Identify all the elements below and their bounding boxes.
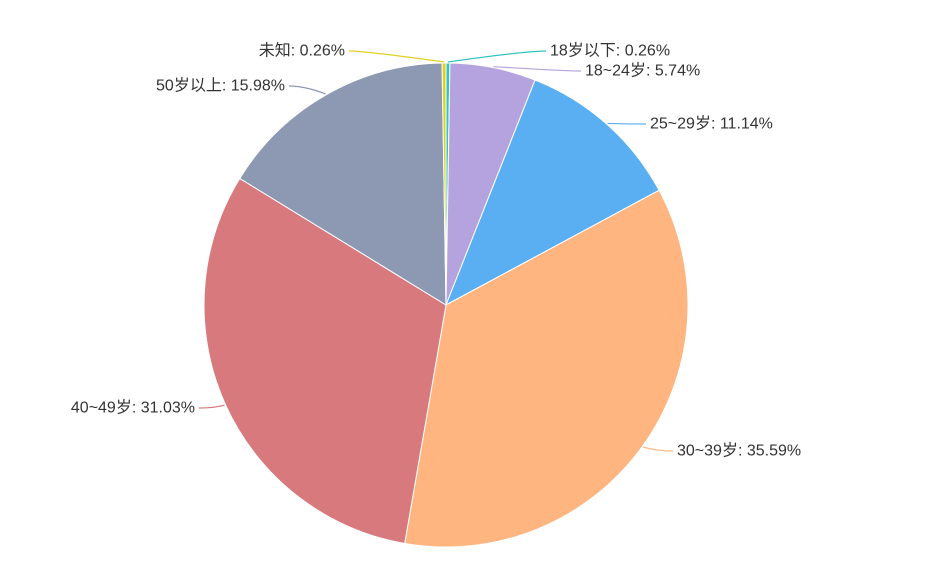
label-leader-line [607,122,647,125]
pie-slice [203,177,447,544]
label-leader-lines [198,50,674,452]
slice-label: 25~29岁: 11.14% [650,115,773,133]
pie-slice [404,189,689,548]
label-leader-line [348,50,445,63]
label-leader-line [288,85,326,95]
slice-label: 18岁以下: 0.26% [550,42,670,60]
label-leader-line [447,50,547,63]
pie-slice [445,79,660,306]
label-leader-line [643,446,674,452]
pie-slice [441,62,447,306]
label-leader-line [493,66,582,72]
slice-labels: 18岁以下: 0.26% 18~24岁: 5.74% 25~29岁: 11.14% 3… [71,42,801,460]
pie-slice [239,62,447,306]
slice-label: 18~24岁: 5.74% [585,62,700,80]
slice-label: 50岁以上: 15.98% [156,77,285,95]
pie-slices [203,62,689,548]
slice-label: 未知: 0.26% [259,42,345,60]
slice-label: 30~39岁: 35.59% [677,442,801,460]
label-leader-line [198,404,225,409]
slice-label: 40~49岁: 31.03% [71,399,195,417]
